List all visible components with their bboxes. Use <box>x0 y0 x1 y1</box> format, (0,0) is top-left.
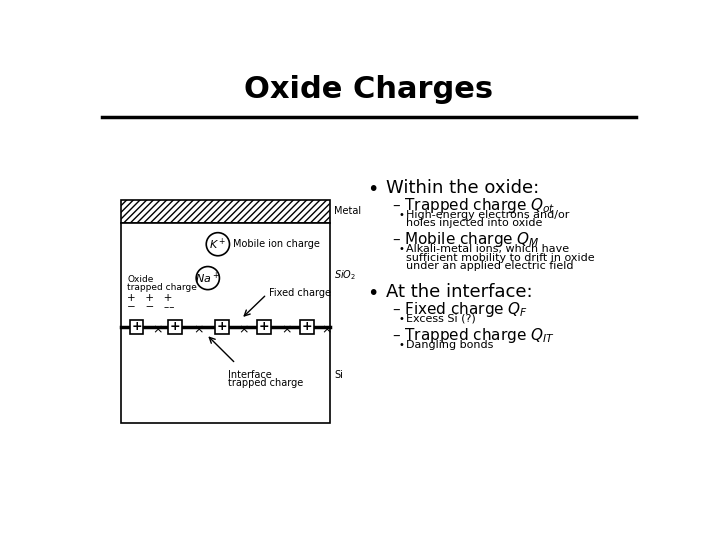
Circle shape <box>206 233 230 256</box>
Text: Metal: Metal <box>334 206 361 216</box>
Text: •: • <box>399 314 405 323</box>
Text: trapped charge: trapped charge <box>228 378 303 388</box>
Text: •: • <box>367 180 379 199</box>
Bar <box>121 222 330 327</box>
Text: $K^+$: $K^+$ <box>210 237 227 252</box>
Text: – Trapped charge $Q_{IT}$: – Trapped charge $Q_{IT}$ <box>392 326 555 345</box>
Text: •: • <box>399 210 405 220</box>
Bar <box>121 327 330 423</box>
Text: +: + <box>131 320 142 333</box>
Text: High-energy electrons and/or: High-energy electrons and/or <box>406 210 570 220</box>
Text: +: + <box>217 320 227 333</box>
Text: $SiO_2$: $SiO_2$ <box>334 268 356 281</box>
Text: Oxide: Oxide <box>127 275 153 284</box>
Text: Oxide Charges: Oxide Charges <box>244 75 494 104</box>
Text: – Trapped charge $Q_{ot}$: – Trapped charge $Q_{ot}$ <box>392 195 556 215</box>
Bar <box>130 320 143 334</box>
Text: +: + <box>259 320 270 333</box>
Text: Within the oxide:: Within the oxide: <box>386 179 539 197</box>
Text: Alkali-metal ions, which have: Alkali-metal ions, which have <box>406 244 570 254</box>
Bar <box>300 320 314 334</box>
Text: ×: × <box>321 323 332 336</box>
Text: +   +   +: + + + <box>127 294 173 303</box>
Bar <box>121 200 330 222</box>
Text: Fixed charge: Fixed charge <box>269 288 331 298</box>
Text: •: • <box>399 340 405 350</box>
Text: trapped charge: trapped charge <box>127 284 197 293</box>
Bar <box>168 320 182 334</box>
Text: +: + <box>170 320 181 333</box>
Text: Excess Si (?): Excess Si (?) <box>406 314 476 323</box>
Text: ×: × <box>193 323 204 336</box>
Text: – Fixed charge $Q_F$: – Fixed charge $Q_F$ <box>392 300 528 319</box>
Text: ×: × <box>152 323 163 336</box>
Text: −   −   ––: − − –– <box>127 302 175 312</box>
Text: holes injected into oxide: holes injected into oxide <box>406 218 543 228</box>
Text: •: • <box>399 244 405 254</box>
Text: Dangling bonds: Dangling bonds <box>406 340 494 350</box>
Text: +: + <box>302 320 312 333</box>
Bar <box>215 320 229 334</box>
Bar <box>258 320 271 334</box>
Text: ×: × <box>281 323 292 336</box>
Text: $Na^+$: $Na^+$ <box>195 271 220 286</box>
Text: under an applied electric field: under an applied electric field <box>406 261 574 271</box>
Text: Interface: Interface <box>228 370 271 380</box>
Circle shape <box>196 267 220 289</box>
Text: At the interface:: At the interface: <box>386 283 533 301</box>
Text: sufficient mobility to drift in oxide: sufficient mobility to drift in oxide <box>406 253 595 262</box>
Text: Si: Si <box>334 370 343 380</box>
Text: – Mobile charge $Q_M$: – Mobile charge $Q_M$ <box>392 231 540 249</box>
Text: Mobile ion charge: Mobile ion charge <box>233 239 320 249</box>
Text: •: • <box>367 284 379 303</box>
Text: ×: × <box>238 323 248 336</box>
Bar <box>121 200 330 222</box>
